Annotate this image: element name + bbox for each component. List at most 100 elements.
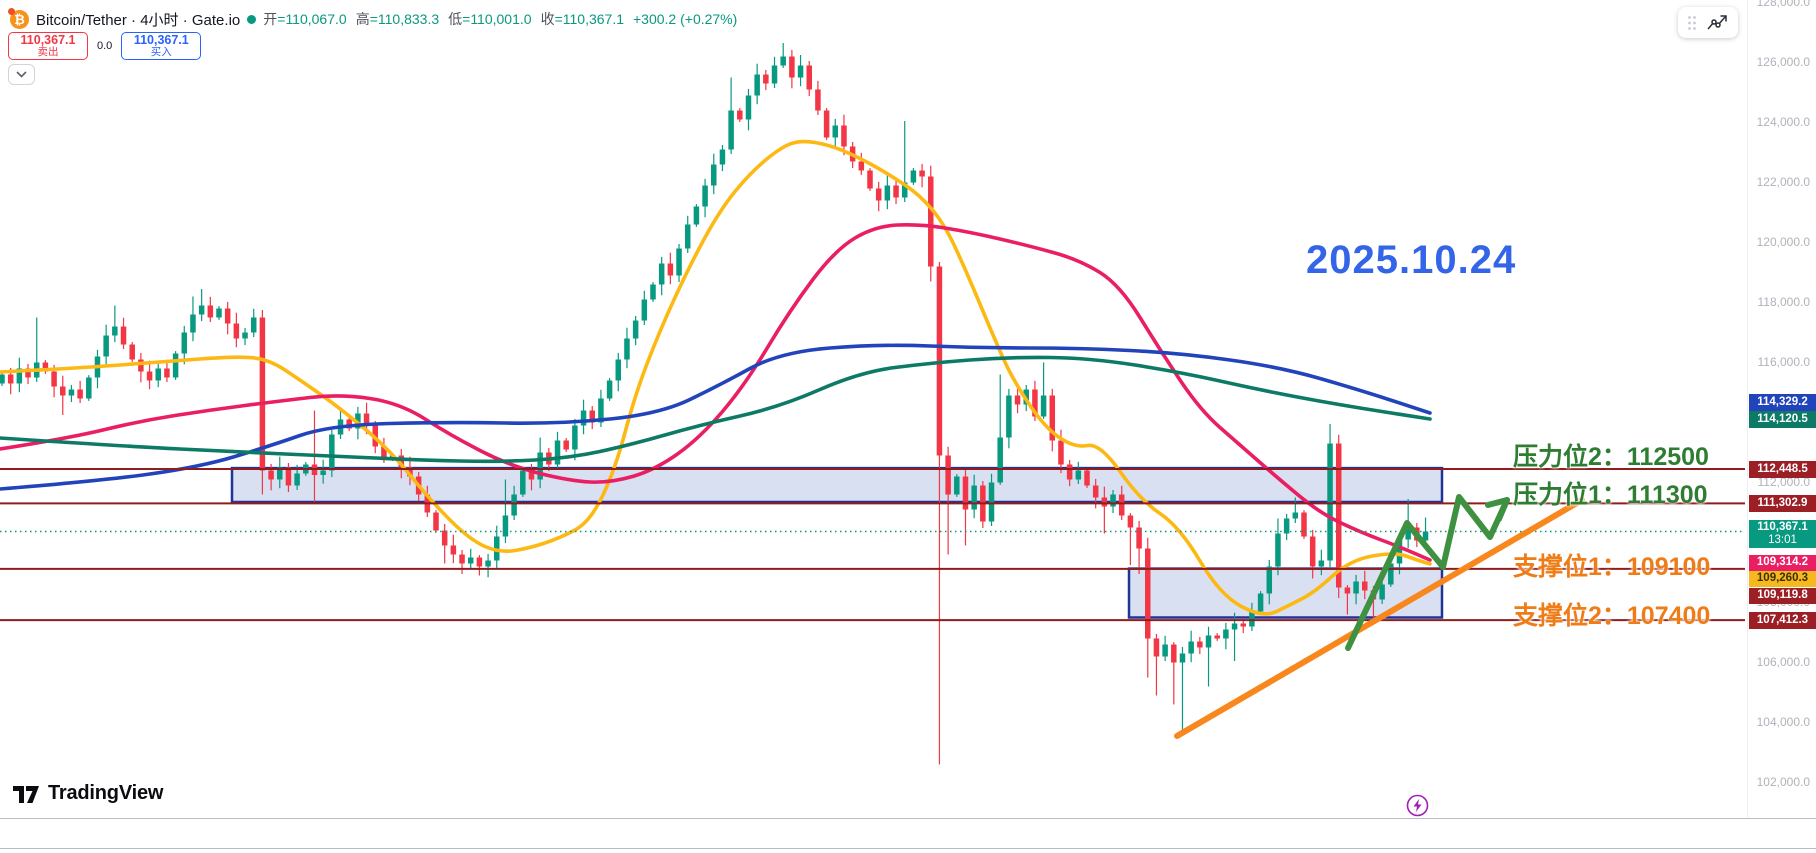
candle-body: [164, 368, 170, 378]
support1-label[interactable]: 支撑位1：109100: [1513, 553, 1711, 581]
candle-body: [667, 263, 674, 276]
lightning-icon[interactable]: [1406, 794, 1429, 822]
candle-body: [1327, 443, 1333, 561]
trade-panel: 110,367.1 卖出 0.0 110,367.1 买入: [8, 32, 202, 60]
resistance2-label[interactable]: 压力位2：112500: [1513, 443, 1709, 471]
price-axis-tick: 116,000.0: [1757, 355, 1811, 370]
collapse-panel-button[interactable]: [8, 64, 35, 85]
candle-body: [0, 374, 5, 384]
candle-body: [1153, 638, 1160, 657]
candle-body: [728, 110, 734, 150]
date-annotation[interactable]: 2025.10.24: [1306, 238, 1517, 282]
candle-body: [120, 326, 127, 345]
candle-body: [789, 56, 795, 78]
candle-body: [1240, 623, 1246, 627]
candle-body: [711, 164, 717, 186]
zigzag-arrow[interactable]: [1345, 494, 1510, 651]
price-label-1074123: 107,412.3: [1749, 612, 1816, 629]
candle-body: [823, 110, 830, 138]
candle-body: [563, 440, 569, 450]
candle-body: [797, 65, 804, 78]
zigzag-arrowhead: [1485, 497, 1510, 522]
candle-body: [572, 425, 578, 450]
candle-body: [1049, 395, 1056, 441]
candle-body: [1344, 587, 1351, 594]
candle-body: [988, 482, 995, 522]
resistance-zone[interactable]: [230, 466, 1444, 504]
candle-body: [884, 185, 891, 201]
price-label-1092603: 109,260.3: [1749, 571, 1816, 587]
sell-button[interactable]: 110,367.1 卖出: [8, 32, 88, 60]
chevron-down-icon: [16, 71, 27, 78]
candle-body: [632, 320, 639, 339]
candle-body: [25, 368, 31, 378]
symbol-title[interactable]: Bitcoin/Tether · 4小时 · Gate.io: [36, 11, 241, 29]
candle-body: [615, 359, 622, 381]
candle-body: [103, 335, 109, 357]
support2-label[interactable]: 支撑位2：107400: [1513, 602, 1711, 630]
candle-body: [1092, 485, 1099, 498]
close-value: 110,367.1: [562, 11, 624, 27]
candle-body: [277, 467, 283, 480]
candle-body: [198, 305, 205, 315]
candle-body: [459, 554, 465, 564]
candle-body: [719, 149, 726, 165]
polyline-drawing-icon[interactable]: [1707, 14, 1729, 32]
candle-body: [997, 437, 1003, 483]
candle-body: [893, 185, 899, 198]
candle-body: [1231, 623, 1238, 630]
buy-button[interactable]: 110,367.1 买入: [121, 32, 202, 60]
candle-body: [1162, 644, 1168, 657]
spread-value: 0.0: [97, 40, 113, 52]
candle-body: [1110, 494, 1116, 507]
price-axis[interactable]: 128,000.0 126,000.0 124,000.0 122,000.0 120,…: [1747, 0, 1816, 818]
candle-body: [684, 224, 691, 249]
candle-body: [1145, 548, 1151, 639]
candle-body: [485, 560, 491, 567]
candle-body: [1006, 395, 1012, 438]
candle-body: [858, 161, 865, 171]
candle-body: [138, 359, 144, 372]
candle-body: [624, 338, 630, 360]
candle-body: [1379, 584, 1385, 600]
change-value: +300.2 (+0.27%): [633, 11, 738, 27]
candle-body: [502, 515, 509, 537]
candle-body: [1188, 641, 1194, 654]
candle-body: [910, 170, 917, 183]
candle-body: [554, 440, 561, 465]
candle-body: [242, 332, 248, 339]
price-axis-tick: 118,000.0: [1757, 295, 1811, 310]
price-axis-tick: 128,000.0: [1756, 0, 1810, 10]
candle-body: [1309, 536, 1316, 567]
market-status-icon: [247, 14, 257, 24]
candle-body: [528, 470, 535, 480]
candle-body: [441, 530, 448, 546]
candle-body: [233, 323, 240, 339]
candle-body: [398, 455, 405, 468]
resistance1-label[interactable]: 压力位1：111300: [1513, 481, 1708, 509]
candle-body: [693, 206, 700, 225]
tradingview-logo[interactable]: TradingView: [12, 782, 163, 805]
candle-body: [467, 557, 474, 564]
candle-body: [155, 368, 161, 381]
price-label-1091198: 109,119.8: [1749, 588, 1816, 604]
candle-body: [1422, 531, 1429, 541]
candle-body: [294, 473, 300, 486]
candle-body: [112, 326, 118, 336]
candle-body: [129, 344, 135, 360]
price-axis-tick: 124,000.0: [1756, 115, 1810, 130]
candle-body: [867, 170, 873, 189]
candle-body: [60, 386, 66, 396]
drag-handle-icon[interactable]: [1687, 15, 1697, 31]
price-axis-tick: 112,000.0: [1757, 475, 1811, 490]
candle-body: [841, 125, 847, 147]
candle-body: [172, 353, 179, 378]
candle-body: [815, 89, 821, 111]
candle-body: [207, 305, 214, 318]
trendline[interactable]: [1174, 497, 1585, 739]
candle-body: [901, 182, 908, 198]
candle-body: [676, 248, 682, 276]
time-axis[interactable]: [0, 818, 1816, 849]
